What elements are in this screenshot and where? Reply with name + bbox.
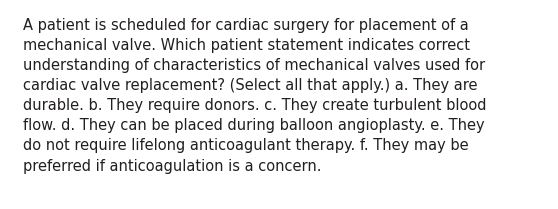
Text: A patient is scheduled for cardiac surgery for placement of a
mechanical valve. : A patient is scheduled for cardiac surge… xyxy=(23,18,487,173)
